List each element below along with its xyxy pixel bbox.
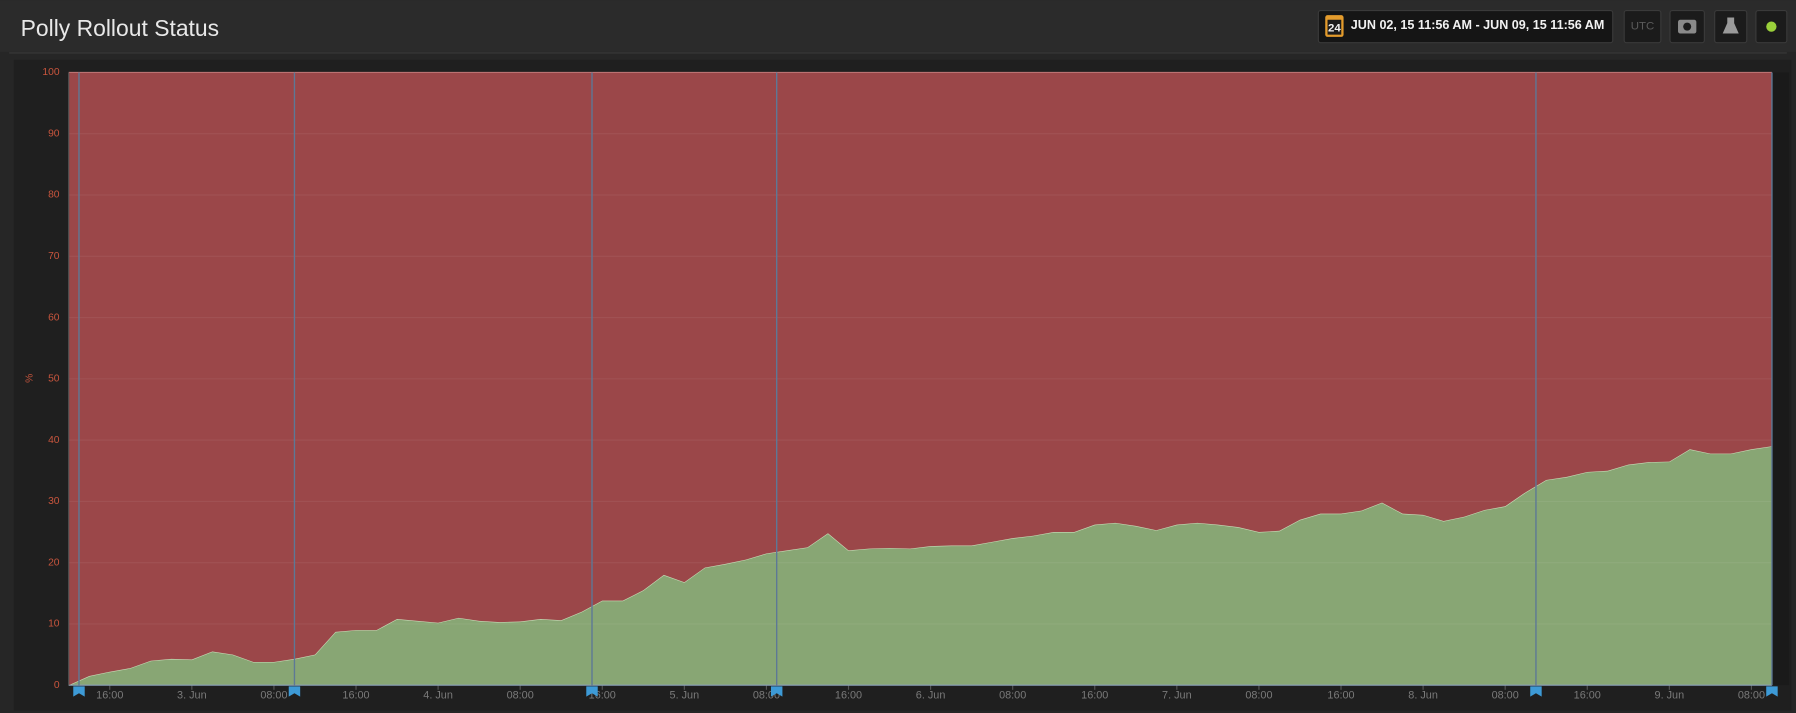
y-tick-label: 20 (48, 557, 60, 568)
calendar-icon-face (1327, 19, 1342, 35)
y-tick-label: 0 (54, 680, 60, 691)
y-tick-label: 80 (48, 190, 60, 201)
y-axis-label: % (24, 374, 35, 383)
x-tick-label: 9. Jun (1655, 689, 1685, 701)
event-flag (770, 686, 783, 697)
page-title: Polly Rollout Status (21, 15, 219, 41)
x-tick-label: 16:00 (1574, 689, 1601, 701)
y-tick-label: 50 (48, 374, 60, 385)
event-flag (1766, 686, 1778, 697)
y-tick-label: 60 (48, 312, 60, 323)
x-tick-label: 16:00 (835, 689, 862, 701)
date-range: JUN 02, 15 11:56 AM - JUN 09, 15 11:56 A… (1351, 18, 1605, 32)
x-tick-label: 5. Jun (670, 689, 700, 701)
y-tick-label: 70 (48, 251, 60, 262)
event-flag (73, 686, 85, 697)
y-tick-label: 40 (48, 435, 60, 446)
timezone-label: UTC (1631, 21, 1655, 33)
x-tick-label: 08:00 (260, 689, 287, 701)
x-tick-label: 4. Jun (423, 689, 453, 701)
x-tick-label: 08:00 (999, 689, 1026, 701)
timezone-button[interactable] (1623, 10, 1662, 44)
x-tick-label: 7. Jun (1162, 689, 1192, 701)
plot: 0 10 20 30 40 50 60 70 80 90 100 16:00 3. Jun 08:00 16… (42, 67, 1778, 701)
camera-lens (1683, 22, 1692, 31)
event-flag (586, 686, 598, 697)
x-tick-label: 08:00 (507, 689, 534, 701)
x-tick-label: 16:00 (1081, 689, 1108, 701)
area (68, 446, 1772, 686)
x-tick-label: 16:00 (342, 689, 369, 701)
status-indicator (1766, 21, 1777, 32)
x-tick-label: 08:00 (1492, 689, 1519, 701)
x-tick-label: 6. Jun (916, 689, 946, 701)
plot-margin (1771, 72, 1790, 686)
y-tick-label: 100 (42, 67, 59, 78)
date-range-picker[interactable] (1317, 10, 1614, 44)
area (68, 72, 1772, 686)
x-tick-label: 16:00 (96, 689, 123, 701)
flask-icon (1722, 17, 1739, 34)
y-tick-label: 30 (48, 496, 60, 507)
y-tick-label: 10 (48, 619, 60, 630)
x-tick-label: 3. Jun (177, 689, 207, 701)
event-flag (1530, 686, 1542, 697)
y-tick-label: 90 (48, 128, 60, 139)
calendar-day: 24 (1328, 22, 1341, 34)
event-flag (288, 686, 301, 697)
x-tick-label: 8. Jun (1408, 689, 1438, 701)
x-tick-label: 08:00 (1738, 689, 1765, 701)
x-tick-label: 08:00 (1245, 689, 1272, 701)
x-tick-label: 16:00 (1327, 689, 1354, 701)
